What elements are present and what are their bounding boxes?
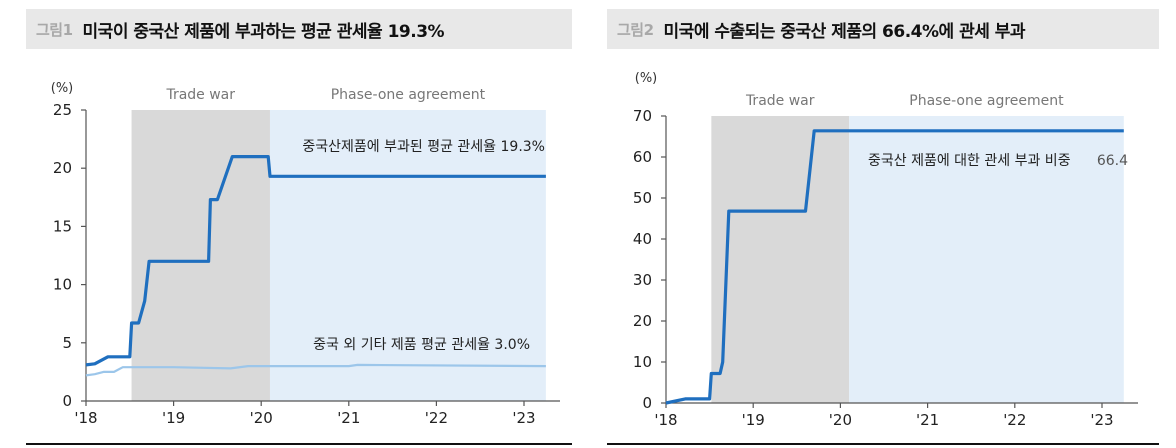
figure-2-y-tick-label: 70 — [633, 107, 652, 125]
figure-1-y-tick-label: 5 — [62, 334, 72, 352]
figure-2-bottom-rule — [607, 443, 1159, 445]
figure-1-x-tick-label: '20 — [250, 409, 273, 427]
figure-1-y-tick-label: 15 — [53, 217, 72, 235]
figure-2-y-tick-label: 50 — [633, 189, 652, 207]
figure-1-trade-war-label: Trade war — [165, 87, 235, 103]
figure-1-series-1-annotation: 중국산제품에 부과된 평균 관세율 19.3% — [302, 139, 545, 155]
figure-1-y-tick-label: 25 — [53, 101, 72, 119]
figure-2-y-tick-label: 10 — [633, 353, 652, 371]
figure-1-chart: Trade war Phase-one agreement (%) 0 5 10 15 20 2… — [51, 81, 560, 427]
figure-1-x-tick-label: '21 — [337, 409, 360, 427]
figure-2-y-unit-label: (%) — [635, 71, 658, 86]
figure-2-title: 미국에 수출되는 중국산 제품의 66.4%에 관세 부과 — [663, 21, 1026, 42]
figure-2-y-tick-label: 30 — [633, 271, 652, 289]
figure-2-x-tick-label: '20 — [829, 411, 852, 429]
figure-1-bottom-rule — [26, 443, 572, 445]
figure-2-y-tick-label: 40 — [633, 230, 652, 248]
figure-2-series-1-value: 66.4 — [1097, 153, 1128, 169]
figure-2-x-tick-label: '21 — [916, 411, 939, 429]
figure-2-phase-one-band — [849, 116, 1124, 403]
figure-1-phase-one-label: Phase-one agreement — [331, 87, 486, 103]
figure-2-number: 그림2 — [617, 20, 654, 39]
figure-2-x-tick-label: '18 — [654, 411, 677, 429]
figure-1-series-2-line — [85, 363, 546, 377]
figure-2-title-bar: 그림2 미국에 수출되는 중국산 제품의 66.4%에 관세 부과 — [607, 9, 1159, 49]
figure-1-x-tick-label: '18 — [74, 409, 97, 427]
figure-1-title-bar: 그림1 미국이 중국산 제품에 부과하는 평균 관세율 19.3% — [26, 9, 572, 49]
figure-1-y-tick-label: 10 — [53, 276, 72, 294]
figure-1-x-tick-label: '19 — [162, 409, 185, 427]
figure-2-y-tick-label: 60 — [633, 148, 652, 166]
figure-1-title: 미국이 중국산 제품에 부과하는 평균 관세율 19.3% — [82, 21, 445, 42]
figure-1-y-tick-label: 20 — [53, 159, 72, 177]
figure-2-series-1-line — [665, 129, 1124, 405]
figure-1-panel: 그림1 미국이 중국산 제품에 부과하는 평균 관세율 19.3% Trade … — [26, 9, 572, 445]
figure-1-y-tick-label: 0 — [62, 392, 72, 410]
figure-1-phase-one-band — [269, 110, 546, 401]
figure-2-y-tick-label: 20 — [633, 312, 652, 330]
figure-1-x-tick-label: '22 — [425, 409, 448, 427]
figure-1-series-2-annotation: 중국 외 기타 제품 평균 관세율 3.0% — [313, 337, 530, 353]
figure-1-x-tick-label: '23 — [512, 409, 535, 427]
figure-2-x-tick-label: '23 — [1090, 411, 1113, 429]
figure-1-y-unit-label: (%) — [51, 81, 74, 96]
figure-1-series-1-line — [85, 155, 546, 367]
figure-1-number: 그림1 — [36, 20, 73, 39]
figure-2-y-tick-label: 0 — [642, 394, 652, 412]
figure-2-series-1-annotation: 중국산 제품에 대한 관세 부과 비중 — [868, 153, 1071, 169]
figure-2-trade-war-label: Trade war — [745, 93, 815, 109]
figure-1-trade-war-band — [131, 110, 270, 401]
figure-2-x-tick-label: '19 — [742, 411, 765, 429]
figure-2-phase-one-label: Phase-one agreement — [909, 93, 1064, 109]
figure-2-trade-war-band — [711, 116, 850, 403]
figure-2-x-tick-label: '22 — [1003, 411, 1026, 429]
